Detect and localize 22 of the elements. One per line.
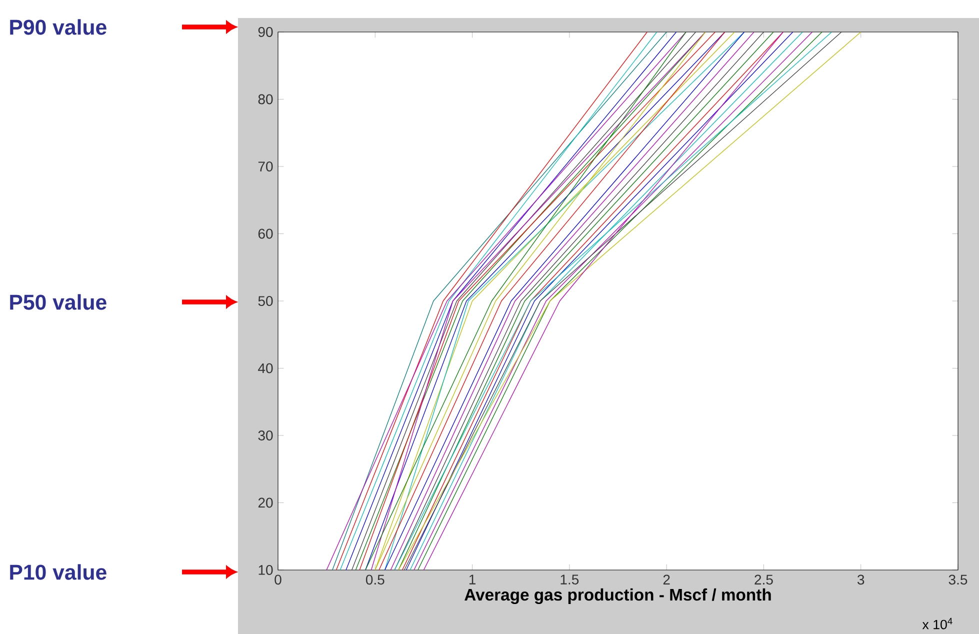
x-tick-label: 3.5 — [948, 574, 968, 585]
text: P50 value — [10, 294, 106, 310]
x-tick-label: 3 — [857, 574, 864, 585]
y-tick-label: 60 — [258, 228, 273, 239]
x-axis-title: Average gas production - Mscf / month — [464, 588, 771, 604]
y-tick-label: 10 — [258, 565, 273, 575]
x-tick-label: 0 — [274, 574, 282, 585]
x-tick-label: 1.5 — [560, 574, 579, 584]
y-tick-label: 50 — [258, 296, 273, 306]
x-tick-label: 2.5 — [754, 574, 773, 585]
x-tick-label: 0.5 — [366, 574, 384, 585]
y-tick-label: 30 — [258, 430, 273, 440]
text: P90 value — [10, 19, 106, 35]
y-tick-label: 80 — [258, 94, 273, 104]
y-tick-label: 90 — [258, 27, 273, 37]
text: x 10$^{4}$ — [922, 618, 952, 630]
text: P10 value — [10, 564, 106, 580]
y-tick-label: 70 — [258, 162, 273, 172]
x-tick-label: 1 — [469, 574, 476, 584]
y-tick-label: 40 — [258, 363, 273, 374]
y-tick-label: 20 — [258, 498, 273, 508]
x-tick-label: 2 — [663, 574, 670, 584]
